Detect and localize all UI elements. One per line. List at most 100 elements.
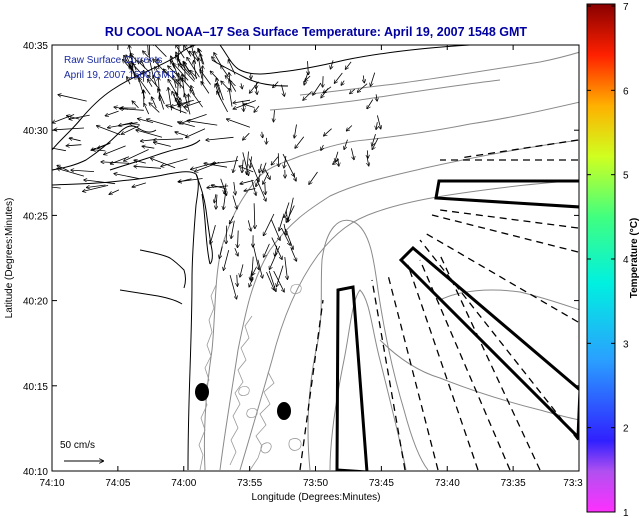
current-vector — [281, 227, 291, 245]
current-vector — [70, 138, 81, 142]
current-vector — [173, 64, 189, 81]
x-axis-label: Longitude (Degrees:Minutes) — [252, 492, 381, 503]
colorbar-tick-label: 7 — [623, 2, 629, 13]
current-vector — [52, 147, 66, 152]
current-vector — [240, 180, 254, 183]
current-vector — [130, 55, 137, 71]
current-vector — [304, 72, 309, 85]
current-vector — [372, 138, 379, 149]
x-tick-label: 73:45 — [369, 478, 394, 489]
current-vector — [237, 274, 238, 286]
current-vector — [233, 155, 238, 172]
current-vector — [254, 203, 255, 228]
current-vector — [210, 224, 216, 244]
x-tick-label: 73:3 — [563, 478, 583, 489]
x-tick-label: 73:35 — [501, 478, 526, 489]
current-vector — [57, 166, 69, 172]
current-vector — [341, 80, 344, 85]
y-axis-ticks: 40:35 40:30 40:25 40:20 40:15 40:10 — [23, 41, 579, 478]
current-vector — [152, 97, 157, 109]
current-vector — [242, 159, 243, 173]
current-vector — [133, 64, 143, 75]
colorbar-tick-label: 4 — [623, 255, 629, 266]
current-vector — [244, 188, 256, 191]
dashed-track-lines — [299, 139, 579, 471]
current-vector — [183, 62, 190, 72]
bathymetry-contours — [203, 51, 579, 471]
surface-current-vectors — [52, 45, 381, 298]
current-vector — [273, 81, 279, 88]
current-vector — [376, 94, 377, 101]
glider-marker-2 — [277, 402, 291, 420]
current-vector — [238, 230, 239, 248]
current-vector — [323, 76, 324, 87]
current-vector — [234, 247, 238, 256]
current-vector — [67, 116, 80, 120]
colorbar-label: Temperature (°C) — [629, 218, 640, 299]
current-vector — [264, 213, 275, 235]
current-vector — [251, 179, 256, 195]
current-vector — [71, 170, 95, 172]
current-vector — [367, 99, 374, 109]
colorbar-tick-label: 1 — [623, 508, 629, 518]
current-vector — [256, 86, 257, 94]
current-vector — [87, 184, 106, 188]
current-vector — [154, 142, 171, 147]
current-vector — [351, 148, 354, 159]
current-vector — [250, 81, 259, 93]
current-vector — [186, 128, 206, 138]
current-vector — [204, 163, 228, 168]
current-vector — [214, 194, 216, 202]
nearshore-contours — [198, 284, 302, 471]
current-vector — [141, 140, 154, 141]
x-tick-label: 74:00 — [171, 478, 196, 489]
current-vector — [53, 114, 75, 123]
current-vector — [187, 58, 200, 78]
current-vector — [176, 52, 182, 65]
current-vector — [144, 104, 150, 115]
current-vector — [101, 162, 130, 163]
current-vector — [212, 57, 218, 64]
current-vector — [154, 139, 184, 140]
current-vector — [286, 210, 287, 220]
current-vector — [138, 76, 146, 99]
current-vector — [309, 171, 318, 184]
current-vector — [97, 126, 121, 136]
current-vector — [321, 144, 323, 150]
current-vector — [142, 146, 155, 148]
current-vector — [191, 45, 196, 64]
current-vector — [271, 219, 280, 240]
current-vector — [228, 60, 236, 75]
current-vector — [252, 267, 257, 275]
y-tick-label: 40:25 — [23, 211, 48, 222]
current-vector — [262, 131, 263, 138]
current-vector — [69, 114, 90, 119]
current-vector — [303, 91, 312, 101]
current-vector — [284, 223, 286, 235]
current-vector — [200, 54, 203, 65]
current-vector — [367, 150, 368, 157]
current-vector — [190, 71, 198, 79]
current-vector — [214, 53, 222, 66]
y-tick-label: 40:15 — [23, 382, 48, 393]
current-vector — [239, 166, 254, 173]
current-vector — [132, 182, 147, 187]
current-vector — [230, 216, 234, 223]
x-tick-label: 74:05 — [105, 478, 130, 489]
current-vector — [350, 88, 356, 93]
current-vector — [130, 124, 140, 125]
legend-line-2: April 19, 2007 1500 GMT — [64, 70, 176, 81]
current-vector — [158, 89, 165, 105]
current-vector — [216, 79, 224, 101]
current-vector — [224, 249, 230, 270]
colorbar-tick-label: 6 — [623, 86, 629, 97]
current-vector — [148, 76, 161, 91]
current-vector — [200, 70, 211, 85]
current-vector — [229, 80, 237, 92]
current-vector — [153, 45, 167, 57]
current-vector — [243, 100, 244, 111]
current-vector — [227, 119, 251, 128]
current-vector — [344, 139, 348, 150]
colorbar-tick-label: 5 — [623, 171, 629, 182]
